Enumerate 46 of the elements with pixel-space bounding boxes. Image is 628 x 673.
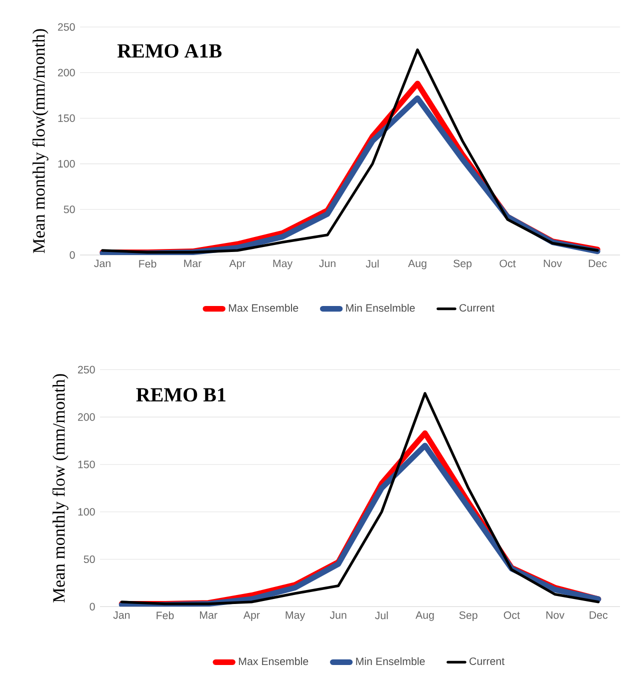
x-tick-label: Sep: [459, 611, 478, 622]
legend-label: Max Ensemble: [238, 657, 308, 666]
x-tick-label: Aug: [408, 260, 426, 270]
x-tick-label: May: [273, 260, 293, 270]
x-tick-label: Nov: [546, 611, 564, 619]
y-tick-label: 150: [78, 460, 95, 468]
x-tick-label: Apr: [229, 260, 246, 270]
legend-label: Current: [470, 657, 504, 665]
text: REMO B1: [136, 388, 226, 402]
legend-label: Max Ensemble: [228, 304, 298, 312]
legend-label: Current: [460, 304, 494, 312]
y-tick-label: 200: [58, 68, 75, 76]
x-tick-label: Mar: [184, 260, 202, 268]
legend-label: Min Enselmble: [346, 304, 415, 312]
x-tick-label: Feb: [139, 260, 156, 268]
y-tick-label: 250: [58, 23, 75, 31]
y-tick-label: 50: [64, 206, 75, 214]
y-tick-label: 200: [78, 413, 95, 421]
y-tick-label: 100: [58, 160, 75, 168]
x-tick-label: Jul: [375, 611, 388, 620]
x-tick-label: Aug: [416, 611, 434, 621]
y-tick-label: 0: [70, 251, 75, 259]
y-tick-label: 150: [58, 114, 75, 122]
x-tick-label: Jun: [330, 611, 346, 619]
x-tick-label: Sep: [453, 260, 472, 270]
x-tick-label: Apr: [243, 611, 260, 621]
x-tick-label: Dec: [590, 611, 608, 619]
x-tick-label: Oct: [500, 260, 516, 268]
text: REMO A1B: [117, 44, 222, 58]
x-tick-label: Dec: [588, 260, 607, 268]
x-tick-label: Oct: [504, 611, 520, 619]
x-tick-label: Nov: [544, 260, 562, 268]
y-tick-label: 100: [78, 508, 95, 516]
x-tick-label: Jan: [113, 611, 130, 619]
y-tick-label: 0: [90, 602, 95, 610]
x-tick-label: Jul: [366, 260, 379, 268]
x-tick-label: Jun: [319, 260, 336, 268]
x-tick-label: Mar: [200, 611, 218, 619]
y-tick-label: 250: [78, 366, 95, 374]
y-axis-title: Mean monthly flow (mm/month): [52, 374, 68, 602]
x-tick-label: May: [286, 611, 306, 621]
y-axis-title: Mean monthly flow(mm/month): [32, 29, 48, 254]
legend-label: Min Enselmble: [356, 657, 425, 666]
x-tick-label: Jan: [94, 260, 110, 268]
x-tick-label: Feb: [156, 611, 174, 620]
y-tick-label: 50: [84, 556, 95, 564]
